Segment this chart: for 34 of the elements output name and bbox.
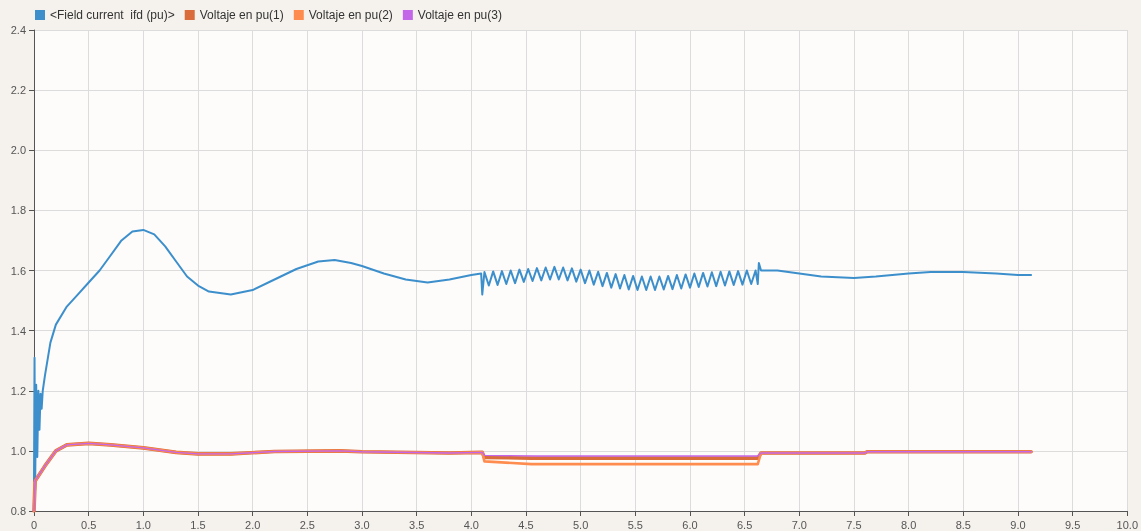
y-tick-label: 1.4 (10, 324, 26, 337)
x-tick-label: 7.5 (846, 518, 862, 531)
y-tick-label: 1.8 (10, 204, 26, 217)
y-tick-label: 1.6 (10, 264, 26, 277)
legend-label: <Field current ifd (pu)> (50, 8, 175, 22)
x-tick-label: 2.0 (245, 518, 261, 531)
x-tick-label: 8.0 (900, 518, 917, 531)
x-tick-label: 3.0 (354, 518, 370, 531)
y-tick-label: 2.0 (10, 144, 26, 157)
x-tick-label: 5.0 (573, 518, 589, 531)
x-tick-label: 0 (30, 518, 38, 531)
x-tick-label: 9.0 (1010, 518, 1026, 531)
x-tick-label: 1.0 (135, 518, 151, 531)
x-tick-label: 0.5 (81, 518, 97, 531)
y-tick-label: 1.2 (10, 384, 26, 397)
x-tick-label: 8.5 (955, 518, 971, 531)
y-tick-label: 0.8 (10, 505, 26, 517)
y-tick-label: 2.4 (10, 24, 26, 36)
legend-label: Voltaje en pu(1) (199, 8, 284, 22)
x-tick-label: 6.0 (682, 518, 698, 531)
y-tick-label: 2.2 (10, 84, 26, 97)
x-tick-label: 6.5 (736, 518, 753, 531)
x-tick-label: 10.0 (1116, 518, 1139, 531)
x-tick-label: 4.0 (463, 518, 479, 531)
legend-label: Voltaje en pu(3) (417, 8, 502, 22)
legend-label: Voltaje en pu(2) (308, 8, 393, 22)
x-tick-label: 2.5 (299, 518, 315, 531)
x-tick-label: 9.5 (1064, 518, 1081, 531)
x-tick-label: 1.5 (190, 518, 206, 531)
y-tick-label: 1.0 (10, 444, 26, 457)
x-tick-label: 3.5 (409, 518, 425, 531)
x-tick-label: 4.5 (518, 518, 534, 531)
x-tick-label: 5.5 (627, 518, 643, 531)
x-tick-label: 7.0 (791, 518, 807, 531)
